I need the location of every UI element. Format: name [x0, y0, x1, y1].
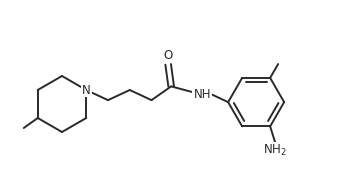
Text: O: O — [164, 49, 173, 62]
Text: N: N — [82, 84, 91, 97]
Text: NH: NH — [193, 88, 211, 101]
Text: NH$_2$: NH$_2$ — [263, 143, 287, 158]
